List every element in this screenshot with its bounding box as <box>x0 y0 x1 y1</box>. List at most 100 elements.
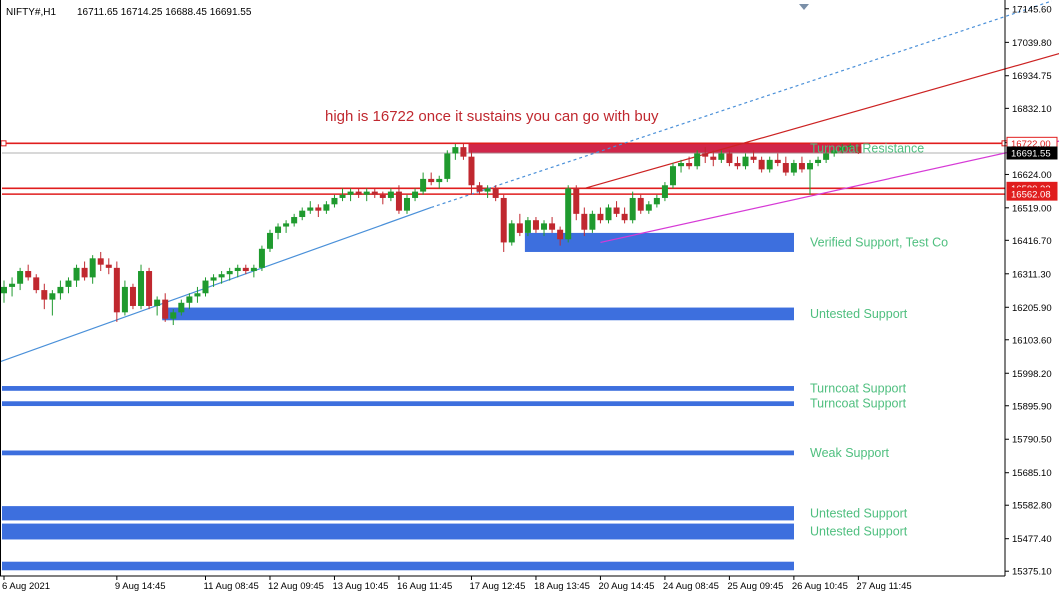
candle-body-35 <box>283 223 290 227</box>
candle-body-83 <box>669 166 676 186</box>
candle-body-57 <box>460 147 467 157</box>
candle-body-42 <box>339 194 346 198</box>
candle-body-26 <box>210 277 217 281</box>
price-tag-label-3: 16562.08 <box>1011 190 1051 201</box>
candle-body-1 <box>9 283 16 287</box>
zone-band-0 <box>468 143 862 154</box>
candle-body-19 <box>154 299 161 306</box>
candle-body-71 <box>573 188 580 214</box>
zone-label-0: Turncoat Resistance <box>810 141 924 155</box>
zone-label-7: Untested Support <box>810 525 908 539</box>
zone-label-1: Verified Support, Test Co <box>810 235 948 249</box>
y-tick-label-15: 15582.80 <box>1012 501 1052 512</box>
candle-body-45 <box>363 191 370 195</box>
y-tick-label-16: 15477.40 <box>1012 534 1052 545</box>
candle-body-44 <box>355 191 362 195</box>
candle-body-76 <box>613 207 620 214</box>
y-tick-label-11: 15998.20 <box>1012 369 1052 380</box>
symbol-label: NIFTY#,H1 <box>6 7 56 18</box>
candle-body-101 <box>815 159 822 164</box>
candle-body-12 <box>97 258 104 265</box>
candle-body-48 <box>387 191 394 198</box>
candle-body-41 <box>331 197 338 205</box>
candle-body-80 <box>645 204 652 211</box>
candle-body-103 <box>831 150 838 154</box>
candle-body-39 <box>315 207 322 211</box>
x-tick-label-5: 16 Aug 11:45 <box>397 581 452 592</box>
zone-band-8 <box>2 561 794 571</box>
candle-body-23 <box>186 296 193 303</box>
x-tick-label-8: 20 Aug 14:45 <box>598 581 654 592</box>
candle-body-68 <box>549 223 556 230</box>
candle-body-62 <box>500 197 507 243</box>
zone-band-4 <box>2 401 794 407</box>
candle-body-11 <box>89 258 96 278</box>
candle-body-95 <box>766 159 773 170</box>
chart-annotation: high is 16722 once it sustains you can g… <box>325 108 659 125</box>
candle-body-98 <box>790 163 797 173</box>
candle-body-30 <box>242 267 249 272</box>
candle-body-97 <box>782 163 789 173</box>
candle-body-2 <box>17 271 24 284</box>
candle-body-89 <box>718 153 725 160</box>
candle-body-61 <box>492 188 499 198</box>
trendline-2 <box>584 52 1059 190</box>
y-tick-label-7: 16416.70 <box>1012 236 1052 247</box>
candle-body-70 <box>565 188 572 240</box>
zone-band-1 <box>524 232 794 252</box>
candle-body-20 <box>162 299 169 319</box>
candle-body-105 <box>847 145 854 148</box>
candle-body-63 <box>508 223 515 243</box>
candle-body-31 <box>250 267 257 272</box>
x-tick-label-3: 12 Aug 09:45 <box>268 581 324 592</box>
x-tick-label-9: 24 Aug 08:45 <box>663 581 719 592</box>
y-tick-label-6: 16519.00 <box>1012 203 1052 214</box>
ohlc-readout: 16711.65 16714.25 16688.45 16691.55 <box>77 7 252 18</box>
zone-band-6 <box>2 506 794 521</box>
candle-body-91 <box>734 163 741 167</box>
candle-body-54 <box>436 178 443 183</box>
candle-body-75 <box>605 207 612 221</box>
candle-body-94 <box>758 159 765 170</box>
candle-body-43 <box>347 191 354 195</box>
candle-body-66 <box>532 220 539 230</box>
candle-body-87 <box>702 153 709 157</box>
candles-layer <box>1 143 862 326</box>
candle-body-92 <box>742 156 749 167</box>
y-tick-label-10: 16103.60 <box>1012 335 1052 346</box>
candle-body-33 <box>266 232 273 249</box>
y-tick-label-2: 16934.75 <box>1012 71 1052 82</box>
candle-body-99 <box>798 163 805 170</box>
price-tag-label-0: 16722.00 <box>1011 139 1051 150</box>
candle-body-15 <box>121 286 128 313</box>
candle-body-90 <box>726 153 733 164</box>
trendline-1 <box>430 0 1052 209</box>
x-tick-label-10: 25 Aug 09:45 <box>727 581 783 592</box>
candle-body-18 <box>146 271 153 306</box>
zone-band-2 <box>162 307 794 321</box>
candle-body-60 <box>484 188 491 192</box>
candle-body-22 <box>178 302 185 313</box>
candle-body-14 <box>113 267 120 313</box>
x-tick-label-6: 17 Aug 12:45 <box>469 581 525 592</box>
price-tag-bg-1 <box>1006 146 1058 160</box>
candle-body-52 <box>420 178 427 192</box>
candle-body-82 <box>661 185 668 198</box>
y-tick-label-12: 15895.90 <box>1012 401 1052 412</box>
candle-body-4 <box>33 277 40 291</box>
candle-body-55 <box>444 153 451 179</box>
horizontal-lines-layer <box>0 140 1008 195</box>
y-tick-label-13: 15790.50 <box>1012 435 1052 446</box>
x-tick-label-12: 27 Aug 11:45 <box>856 581 911 592</box>
candle-body-47 <box>379 194 386 198</box>
candle-body-100 <box>807 163 813 170</box>
candle-body-78 <box>629 197 636 221</box>
candle-body-72 <box>581 213 588 230</box>
candle-body-67 <box>541 223 548 230</box>
zone-label-2: Untested Support <box>810 307 908 321</box>
candle-body-93 <box>750 156 757 160</box>
zones-layer <box>2 143 862 571</box>
